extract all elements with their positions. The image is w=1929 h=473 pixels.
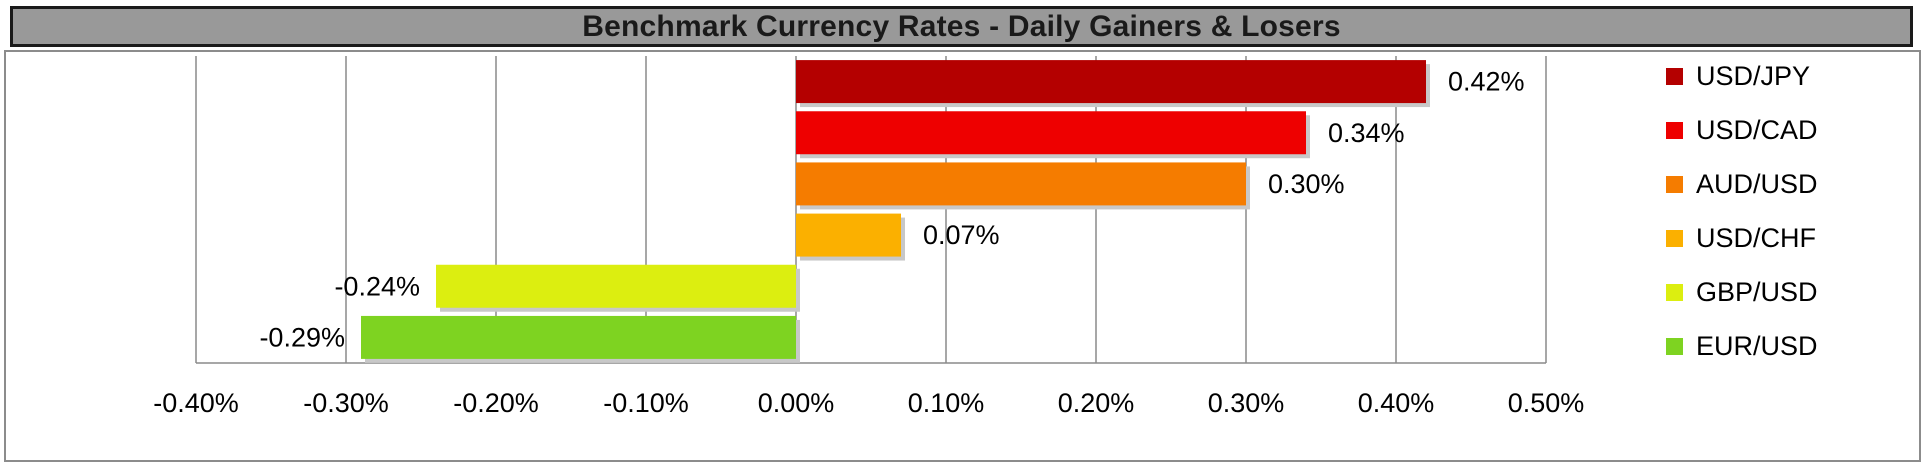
x-tick-label: 0.20% — [1058, 388, 1135, 418]
x-tick-label: -0.10% — [603, 388, 689, 418]
legend-swatch — [1666, 230, 1683, 247]
gridlines — [195, 56, 1547, 364]
bar-usd-chf — [796, 213, 901, 257]
legend-label: USD/CHF — [1696, 223, 1816, 253]
x-tick-label: -0.40% — [153, 388, 239, 418]
legend-label: EUR/USD — [1696, 331, 1818, 361]
data-label: 0.07% — [923, 220, 1000, 250]
bar-usd-jpy — [796, 60, 1426, 104]
x-tick-labels: -0.40% -0.30% -0.20% -0.10% 0.00% 0.10% 0.20% 0… — [153, 388, 1584, 418]
x-tick-label: 0.40% — [1358, 388, 1435, 418]
bar-eur-usd — [361, 315, 796, 359]
bar-chart: 0.42%0.34%0.30%0.07%-0.24%-0.29% -0.40% -… — [153, 56, 1818, 418]
data-labels: 0.42% 0.34% 0.30% 0.07% -0.24% -0.29% — [259, 67, 1524, 353]
chart-title-bar: Benchmark Currency Rates - Daily Gainers… — [10, 6, 1913, 47]
chart-area: 0.42% 0.34% 0.30% 0.07% -0.24% -0.29% -0.40% -… — [4, 50, 1921, 462]
chart-title: Benchmark Currency Rates - Daily Gainers… — [582, 9, 1341, 43]
legend-swatch — [1666, 68, 1683, 85]
data-label: -0.24% — [334, 271, 420, 301]
bar-gbp-usd — [436, 264, 796, 308]
legend-swatch — [1666, 284, 1683, 301]
data-label: 0.42% — [1448, 67, 1525, 97]
x-tick-label: 0.50% — [1508, 388, 1585, 418]
data-label: 0.30% — [1268, 169, 1345, 199]
x-tick-label: 0.00% — [758, 388, 835, 418]
data-label: 0.34% — [1328, 118, 1405, 148]
legend: USD/JPY USD/CAD AUD/USD USD/CHF GBP/USD EUR/U… — [1666, 61, 1818, 361]
x-tick-label: 0.10% — [908, 388, 985, 418]
x-tick-label: -0.20% — [453, 388, 539, 418]
legend-label: USD/JPY — [1696, 61, 1810, 91]
legend-label: GBP/USD — [1696, 277, 1818, 307]
x-tick-label: 0.30% — [1208, 388, 1285, 418]
legend-swatch — [1666, 122, 1683, 139]
legend-label: USD/CAD — [1696, 115, 1818, 145]
legend-swatch — [1666, 338, 1683, 355]
legend-swatch — [1666, 176, 1683, 193]
x-tick-label: -0.30% — [303, 388, 389, 418]
bar-usd-cad — [796, 111, 1306, 155]
legend-label: AUD/USD — [1696, 169, 1818, 199]
data-label: -0.29% — [259, 322, 345, 352]
bars — [361, 60, 1430, 363]
bar-aud-usd — [796, 162, 1246, 206]
